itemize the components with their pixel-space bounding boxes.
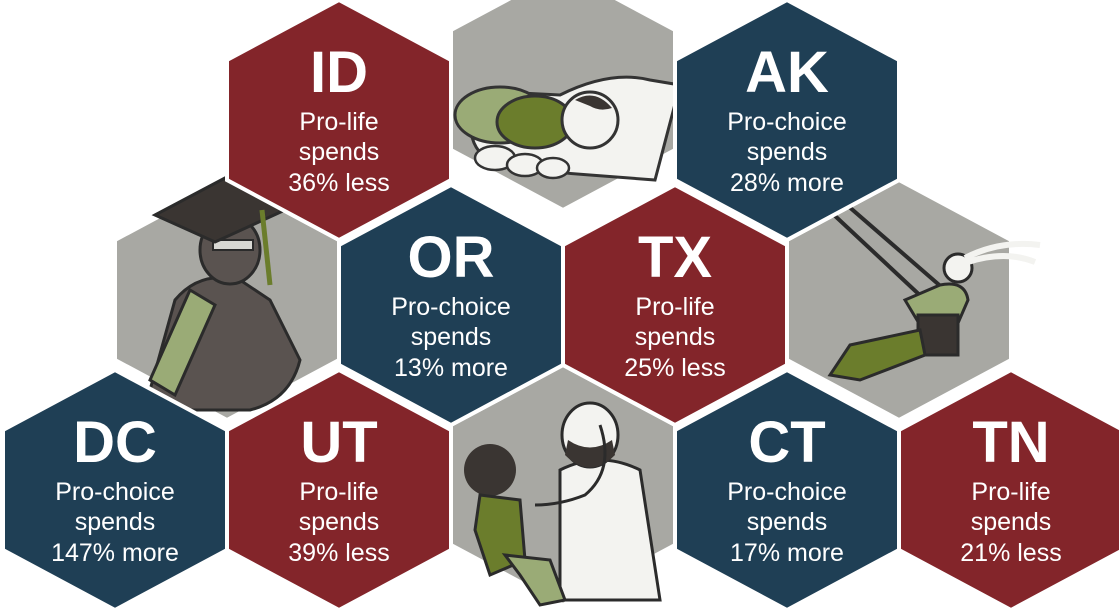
- state-abbreviation: TN: [972, 410, 1049, 475]
- hexagon-shape: [897, 367, 1119, 613]
- spends-label: spends: [747, 138, 828, 166]
- spends-label: spends: [747, 508, 828, 536]
- stance-label: Pro-choice: [391, 293, 511, 321]
- spends-label: spends: [971, 508, 1052, 536]
- hexagon-shape: [225, 367, 453, 613]
- baby-figure: [453, 75, 682, 182]
- spending-change: 21% less: [960, 539, 1061, 567]
- hexagon-shape: [225, 0, 453, 243]
- state-abbreviation: TX: [638, 225, 712, 290]
- spends-label: spends: [635, 323, 716, 351]
- stance-label: Pro-life: [299, 108, 378, 136]
- stance-label: Pro-choice: [727, 108, 847, 136]
- stance-label: Pro-choice: [55, 478, 175, 506]
- spends-label: spends: [299, 508, 380, 536]
- spends-label: spends: [411, 323, 492, 351]
- spending-change: 17% more: [730, 539, 844, 567]
- state-abbreviation: CT: [748, 410, 825, 475]
- hexagon-shape: [673, 0, 901, 243]
- doctor-figure: [464, 401, 662, 607]
- graduate-figure: [148, 176, 302, 412]
- state-abbreviation: UT: [300, 410, 377, 475]
- state-abbreviation: DC: [73, 410, 157, 475]
- state-abbreviation: OR: [408, 225, 495, 290]
- spends-label: spends: [299, 138, 380, 166]
- spends-label: spends: [75, 508, 156, 536]
- stance-label: Pro-choice: [727, 478, 847, 506]
- spending-change: 25% less: [624, 354, 725, 382]
- stance-label: Pro-life: [299, 478, 378, 506]
- state-abbreviation: AK: [745, 40, 829, 105]
- hexagon-shape: [561, 182, 789, 428]
- spending-change: 13% more: [394, 354, 508, 382]
- spending-change: 36% less: [288, 169, 389, 197]
- state-abbreviation: ID: [310, 40, 368, 105]
- spending-change: 147% more: [51, 539, 179, 567]
- stance-label: Pro-life: [635, 293, 714, 321]
- spending-change: 39% less: [288, 539, 389, 567]
- stance-label: Pro-life: [971, 478, 1050, 506]
- spending-change: 28% more: [730, 169, 844, 197]
- swing-figure: [816, 190, 1041, 382]
